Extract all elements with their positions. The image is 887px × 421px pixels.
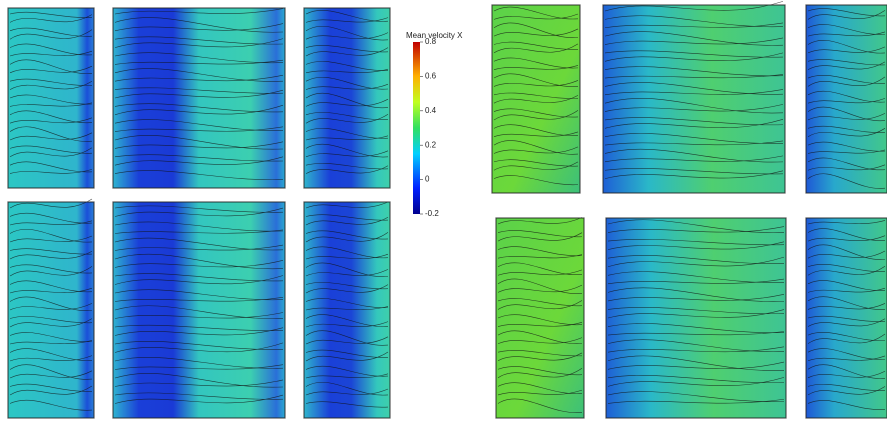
scene: Mean velocity X 0.80.60.40.20-0.2 (0, 0, 887, 421)
panel (304, 8, 390, 188)
colorbar-ticks: 0.8 0.6 0.4 0.2 0 -0.2 (420, 37, 439, 218)
panel (806, 218, 887, 418)
panel (603, 5, 785, 193)
panel (113, 202, 285, 418)
tick-label: 0 (425, 175, 430, 184)
flow-panels (8, 5, 887, 418)
panel (806, 5, 887, 193)
colorbar (413, 42, 420, 214)
tick-label: 0.2 (425, 140, 437, 149)
tick-label: 0.4 (425, 106, 437, 115)
tick-label: -0.2 (425, 209, 439, 218)
tick-label: 0.6 (425, 72, 437, 81)
panel (496, 218, 584, 418)
tick-label: 0.8 (425, 37, 437, 46)
